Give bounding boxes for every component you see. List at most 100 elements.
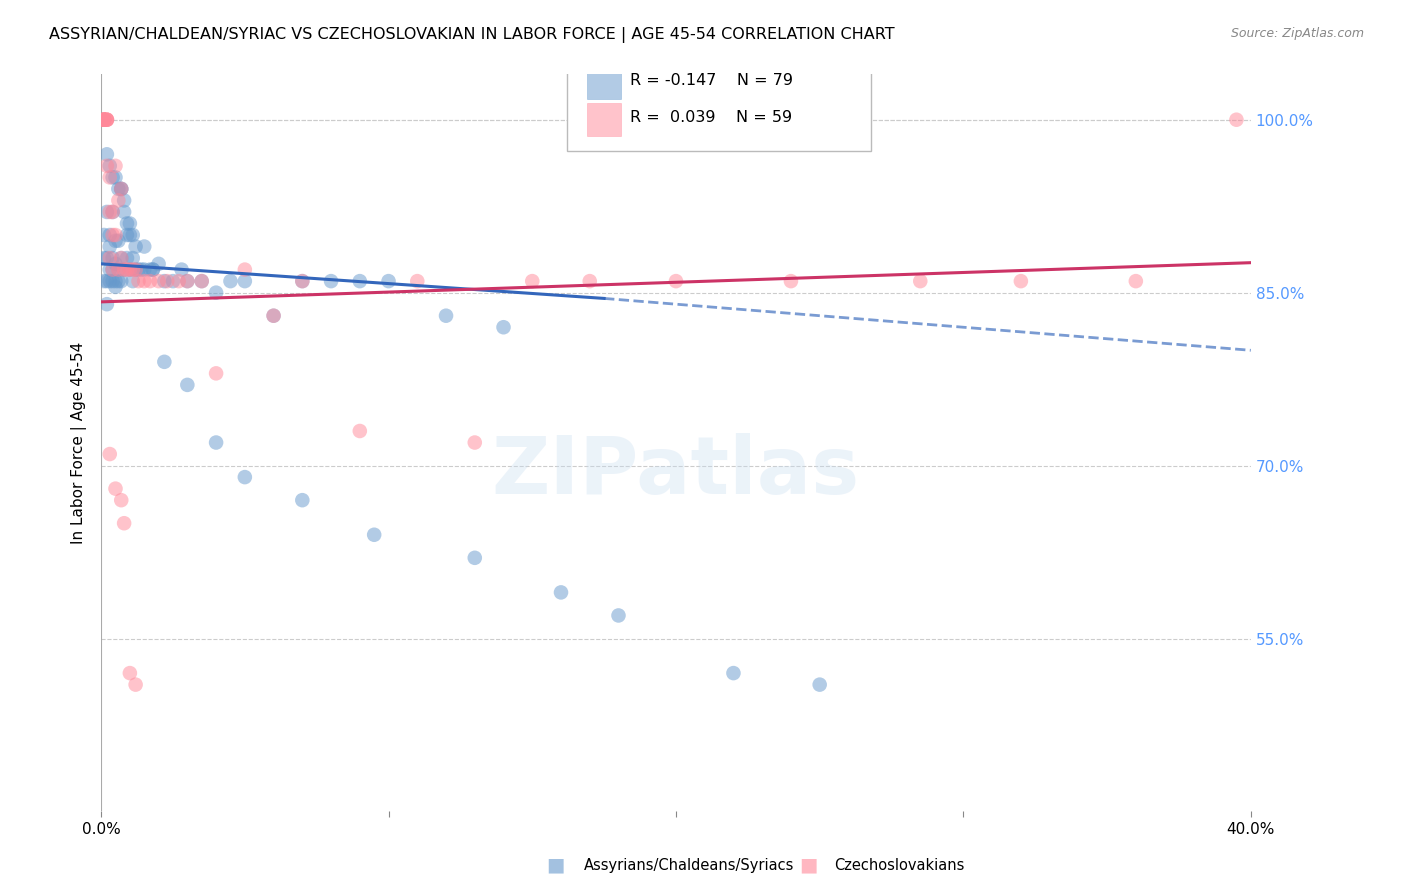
Point (98, 239, 121, 253)
Point (93, 112, 115, 127)
Point (96, 147, 118, 161)
Point (291, 274, 314, 288)
Point (110, 182, 132, 196)
Point (550, 585, 572, 599)
Point (142, 262, 165, 277)
Point (434, 309, 457, 323)
Point (780, 274, 803, 288)
Point (121, 274, 143, 288)
Point (176, 274, 198, 288)
Point (104, 274, 127, 288)
Point (104, 257, 127, 271)
Point (112, 205, 135, 219)
Point (377, 274, 399, 288)
Point (93, 112, 115, 127)
Point (219, 274, 242, 288)
Point (101, 262, 124, 277)
Point (101, 205, 124, 219)
Point (1010, 274, 1032, 288)
Point (98, 262, 121, 277)
Point (101, 274, 124, 288)
Point (148, 274, 170, 288)
Point (176, 274, 198, 288)
Point (131, 262, 153, 277)
Point (148, 257, 170, 271)
Text: R =  0.039    N = 59: R = 0.039 N = 59 (630, 111, 792, 126)
Text: ZIPatlas: ZIPatlas (492, 433, 860, 511)
Text: Czechoslovakians: Czechoslovakians (834, 858, 965, 872)
Point (139, 274, 162, 288)
Point (107, 262, 129, 277)
Point (98, 251, 121, 265)
Point (464, 435, 486, 450)
Point (319, 274, 342, 288)
Point (93, 274, 115, 288)
Point (118, 217, 141, 231)
Point (110, 274, 132, 288)
Point (142, 262, 165, 277)
Text: R = -0.147    N = 79: R = -0.147 N = 79 (630, 73, 793, 88)
Point (101, 170, 124, 185)
Point (98, 227, 121, 242)
Point (170, 262, 193, 277)
Point (205, 435, 228, 450)
Point (205, 367, 228, 381)
Point (107, 262, 129, 277)
Point (808, 678, 831, 692)
Point (112, 516, 135, 531)
FancyBboxPatch shape (588, 66, 621, 99)
Point (263, 309, 285, 323)
Point (96, 205, 118, 219)
Point (118, 262, 141, 277)
Point (233, 470, 256, 484)
Point (1225, 112, 1247, 127)
Point (96, 297, 118, 311)
Point (190, 274, 212, 288)
Point (107, 182, 129, 196)
Point (723, 666, 745, 681)
Point (104, 280, 127, 294)
Text: Source: ZipAtlas.com: Source: ZipAtlas.com (1230, 27, 1364, 40)
Point (124, 239, 146, 253)
Point (363, 528, 385, 542)
Point (121, 227, 143, 242)
Point (98, 447, 121, 461)
Point (233, 262, 256, 277)
Point (124, 262, 146, 277)
Point (107, 194, 129, 208)
Point (128, 262, 150, 277)
Point (115, 217, 138, 231)
Point (110, 251, 132, 265)
Point (291, 274, 314, 288)
Point (110, 182, 132, 196)
Point (134, 262, 156, 277)
FancyBboxPatch shape (588, 103, 621, 136)
Point (665, 274, 688, 288)
Point (110, 493, 132, 508)
Point (93, 112, 115, 127)
Point (104, 159, 127, 173)
Point (98, 274, 121, 288)
Point (96, 251, 118, 265)
Point (98, 159, 121, 173)
Point (112, 262, 135, 277)
Point (291, 493, 314, 508)
Point (156, 274, 179, 288)
Point (93, 251, 115, 265)
Point (205, 285, 228, 300)
Point (96, 112, 118, 127)
Point (167, 274, 190, 288)
Point (162, 274, 184, 288)
Point (104, 170, 127, 185)
Point (910, 274, 932, 288)
Point (263, 309, 285, 323)
Y-axis label: In Labor Force | Age 45-54: In Labor Force | Age 45-54 (72, 342, 87, 543)
Point (464, 550, 486, 565)
Point (406, 274, 429, 288)
Point (98, 170, 121, 185)
Point (107, 274, 129, 288)
Text: ■: ■ (546, 855, 565, 875)
Point (93, 112, 115, 127)
Point (139, 262, 162, 277)
Point (112, 194, 135, 208)
